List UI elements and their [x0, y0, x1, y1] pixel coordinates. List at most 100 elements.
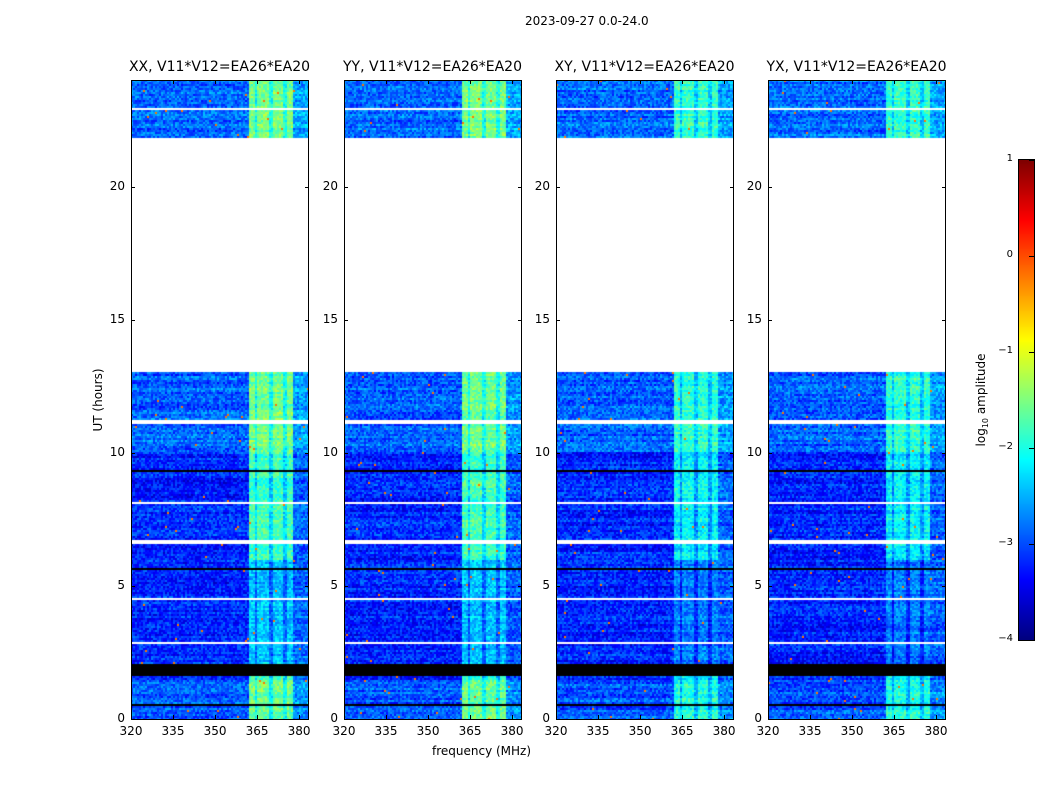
x-tick-mark [173, 715, 174, 719]
y-tick-mark-right [518, 452, 522, 454]
x-tick-mark [215, 715, 217, 719]
y-tick-mark [556, 719, 560, 720]
x-tick-label: 350 [203, 724, 227, 738]
x-tick-mark [810, 715, 811, 719]
colorbar-tick-label: −1 [998, 345, 1013, 356]
y-tick-mark-right [305, 186, 309, 188]
x-tick-label: 380 [500, 724, 524, 738]
x-tick-mark-top [768, 80, 769, 84]
y-tick-mark-right [942, 585, 946, 587]
heatmap-panel-0 [131, 80, 308, 719]
y-tick-label: 15 [534, 311, 550, 326]
x-tick-label: 380 [712, 724, 736, 738]
y-tick-mark-right [305, 452, 309, 454]
x-tick-mark-top [215, 80, 217, 84]
y-tick-mark [768, 585, 772, 587]
colorbar-tick-label: 1 [1006, 153, 1013, 164]
x-tick-mark-top [936, 80, 938, 84]
x-tick-mark-top [386, 80, 387, 84]
y-tick-mark-right [305, 585, 309, 587]
x-tick-mark-top [682, 80, 684, 84]
y-tick-label: 0 [117, 711, 125, 725]
heatmap-panel-1 [344, 80, 521, 719]
x-tick-mark [724, 715, 726, 719]
colorbar [1019, 160, 1034, 640]
y-tick-mark [344, 719, 348, 720]
x-tick-mark-top [598, 80, 599, 84]
y-tick-label: 5 [117, 577, 125, 592]
colorbar-tick-label: −3 [998, 537, 1013, 548]
y-tick-label: 0 [754, 711, 762, 725]
colorbar-tick-mark [1029, 544, 1034, 545]
y-tick-mark-right [942, 719, 946, 720]
x-tick-mark [598, 715, 599, 719]
y-tick-mark [344, 186, 348, 188]
y-tick-label: 20 [109, 178, 125, 193]
y-tick-mark [344, 319, 348, 321]
y-tick-label: 15 [746, 311, 762, 326]
x-tick-mark [640, 715, 642, 719]
figure-suptitle: 2023-09-27 0.0-24.0 [525, 14, 649, 28]
y-tick-label: 20 [534, 178, 550, 193]
y-tick-mark-right [730, 319, 734, 321]
colorbar-label-main: log [973, 428, 988, 447]
y-tick-mark [556, 452, 560, 454]
y-tick-label: 5 [754, 577, 762, 592]
x-tick-label: 380 [287, 724, 311, 738]
x-tick-mark [131, 715, 132, 719]
x-tick-label: 365 [458, 724, 482, 738]
y-axis-label: UT (hours) [91, 368, 105, 432]
x-tick-mark-top [299, 80, 301, 84]
x-tick-label: 320 [119, 724, 143, 738]
y-tick-mark-right [518, 719, 522, 720]
y-tick-label: 20 [746, 178, 762, 193]
y-tick-label: 5 [330, 577, 338, 592]
x-tick-mark-top [344, 80, 345, 84]
x-tick-mark-top [640, 80, 642, 84]
x-tick-mark [894, 715, 896, 719]
y-tick-mark-right [305, 319, 309, 321]
x-axis-label: frequency (MHz) [432, 744, 532, 758]
panel-frame [768, 80, 946, 720]
x-tick-mark [852, 715, 854, 719]
panel-title: YY, V11*V12=EA26*EA20 [343, 59, 522, 75]
y-tick-label: 0 [542, 711, 550, 725]
y-tick-mark-right [942, 319, 946, 321]
colorbar-tick-label: −4 [998, 633, 1013, 644]
panel-title: XY, V11*V12=EA26*EA20 [554, 59, 735, 75]
x-tick-label: 365 [245, 724, 269, 738]
y-tick-label: 20 [322, 178, 338, 193]
x-tick-mark [470, 715, 472, 719]
x-tick-mark [344, 715, 345, 719]
y-tick-mark [344, 585, 348, 587]
colorbar-tick-mark [1029, 640, 1034, 641]
colorbar-frame [1018, 159, 1035, 641]
y-tick-mark [131, 719, 135, 720]
y-tick-mark-right [518, 319, 522, 321]
y-tick-mark [131, 319, 135, 321]
y-tick-mark-right [518, 186, 522, 188]
y-tick-mark-right [730, 585, 734, 587]
y-tick-mark [768, 452, 772, 454]
y-tick-mark-right [305, 719, 309, 720]
heatmap-panel-2 [556, 80, 733, 719]
y-tick-mark-right [942, 452, 946, 454]
x-tick-label: 335 [374, 724, 398, 738]
panel-frame [344, 80, 522, 720]
colorbar-label-subscript: 10 [981, 417, 991, 429]
y-tick-mark-right [518, 585, 522, 587]
x-tick-mark [936, 715, 938, 719]
panel-title: YX, V11*V12=EA26*EA20 [766, 59, 947, 75]
x-tick-label: 320 [756, 724, 780, 738]
x-tick-mark-top [556, 80, 557, 84]
x-tick-label: 365 [882, 724, 906, 738]
x-tick-label: 350 [840, 724, 864, 738]
x-tick-mark-top [810, 80, 811, 84]
y-tick-mark [556, 186, 560, 188]
y-tick-label: 5 [542, 577, 550, 592]
y-tick-label: 10 [322, 444, 338, 459]
y-tick-mark [344, 452, 348, 454]
y-tick-mark [131, 585, 135, 587]
x-tick-mark-top [131, 80, 132, 84]
